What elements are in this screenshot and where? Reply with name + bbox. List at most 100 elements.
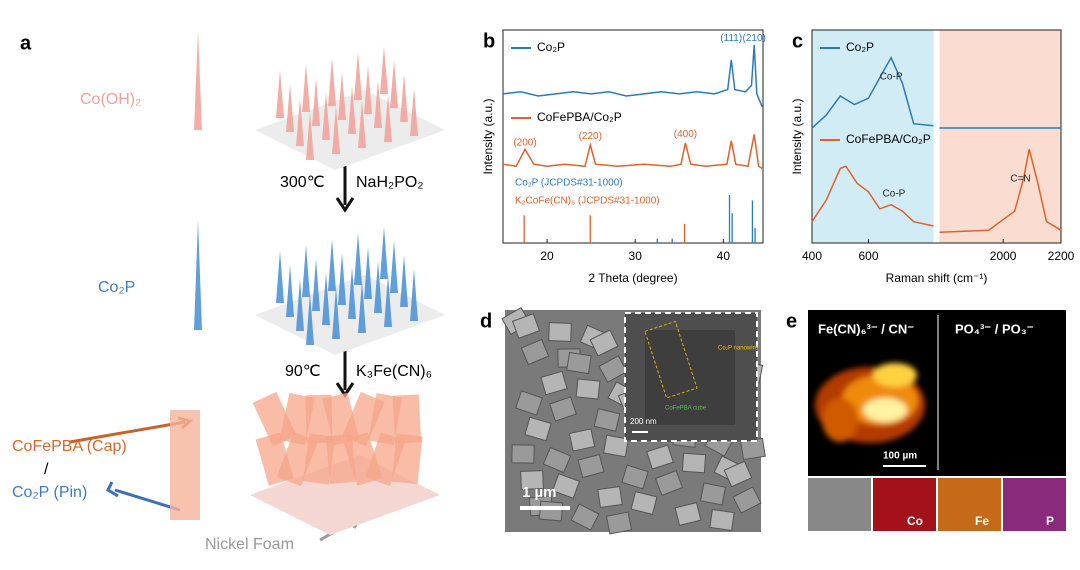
nanowire-box — [644, 320, 698, 399]
cube — [732, 486, 762, 514]
cone — [390, 60, 398, 108]
label: Co₂P — [98, 279, 135, 296]
cube — [391, 433, 423, 485]
cube — [597, 485, 623, 509]
x-tick-label: 400 — [802, 249, 822, 263]
cube — [674, 502, 702, 526]
y-axis-label: Intensity (a.u.) — [481, 98, 495, 174]
label: PO₄³⁻ / PO₃⁻ — [955, 321, 1034, 336]
panel-d: d Co₂P nanowire CoFePBA cube 200 nm 1 µm — [480, 307, 766, 535]
x-tick-label: 600 — [858, 249, 878, 263]
cone — [348, 267, 356, 319]
cone — [358, 281, 366, 333]
x-axis-label: Raman shift (cm⁻¹) — [886, 271, 988, 285]
series-line — [502, 44, 763, 107]
cone — [302, 64, 310, 112]
label: Co — [907, 514, 923, 528]
cube — [621, 464, 649, 490]
cube — [520, 338, 550, 366]
scale-text: 200 nm — [630, 417, 657, 426]
cube — [548, 322, 572, 342]
plot-frame — [811, 29, 1062, 244]
label: Co(OH)₂ — [80, 91, 141, 108]
cube — [170, 410, 200, 520]
cone — [306, 293, 314, 345]
scale-text: 100 µm — [883, 451, 917, 462]
series-line — [811, 56, 1061, 129]
cube — [392, 394, 422, 444]
cube — [551, 473, 581, 499]
annotation: (220) — [579, 131, 602, 142]
panel-letter: c — [792, 30, 803, 52]
background — [812, 30, 934, 243]
cube — [575, 378, 601, 400]
background — [939, 30, 1061, 243]
annotation: Co-P — [883, 189, 906, 200]
reference-label: K₂CoFe(CN)₆ (JCPDS#31-1000) — [515, 196, 660, 207]
cube — [538, 500, 564, 522]
cone — [384, 275, 392, 327]
cube — [276, 432, 319, 487]
cube — [511, 313, 541, 339]
cone — [384, 94, 392, 142]
cone — [390, 241, 398, 293]
cone — [194, 220, 202, 330]
cone — [296, 98, 304, 146]
cone — [338, 253, 346, 305]
panel-letter: b — [483, 30, 495, 52]
cone — [328, 239, 336, 291]
plot-frame — [502, 29, 764, 244]
cone — [302, 245, 310, 297]
cube — [549, 396, 577, 422]
arrow — [335, 160, 355, 213]
cube — [540, 370, 568, 396]
label: Fe(CN)₆³⁻ / CN⁻ — [818, 321, 914, 336]
cube — [589, 329, 619, 357]
legend-label: CoFePBA/Co₂P — [846, 132, 931, 146]
cube — [646, 444, 674, 470]
cube — [511, 444, 535, 464]
map-tile — [873, 478, 936, 531]
series-line — [811, 149, 1062, 234]
cube — [699, 482, 727, 506]
cone — [374, 80, 382, 128]
label: Co₂P nanowire — [718, 346, 759, 352]
cone — [312, 78, 320, 126]
label: Nickel Foam — [205, 536, 294, 553]
cube — [515, 390, 543, 416]
y-axis-label: Intensity (a.u.) — [790, 98, 804, 174]
panel-letter: d — [480, 310, 492, 332]
cube — [605, 511, 633, 535]
cube — [342, 391, 385, 447]
cone — [380, 46, 388, 94]
panel-a: a Co(OH)₂ 300℃ NaH₂PO₂ Co₂P 90℃ K₃Fe(CN)… — [12, 30, 445, 553]
cone — [306, 112, 314, 160]
cube — [365, 432, 406, 486]
x-tick-label: 2200 — [1048, 249, 1075, 263]
cone — [286, 84, 294, 132]
label: / — [44, 461, 49, 478]
x-tick-label: 20 — [540, 249, 554, 263]
legend-label: Co₂P — [537, 40, 565, 54]
cone — [358, 100, 366, 148]
label: Co₂P (Pin) — [12, 484, 87, 501]
cone — [276, 251, 284, 303]
legend-label: CoFePBA/Co₂P — [537, 110, 622, 124]
cube — [566, 351, 592, 375]
cube — [603, 434, 629, 458]
cone — [328, 58, 336, 106]
annotation: (200) — [513, 138, 536, 149]
x-tick-label: 30 — [629, 249, 643, 263]
annotation: (400) — [674, 129, 697, 140]
legend-label: Co₂P — [846, 40, 874, 54]
cone — [364, 66, 372, 114]
cone — [322, 92, 330, 140]
label: 90℃ — [285, 363, 321, 380]
label: P — [1046, 514, 1054, 528]
cone — [194, 30, 202, 130]
cone — [276, 70, 284, 118]
cone — [400, 74, 408, 122]
annotation: (111) — [720, 33, 742, 44]
annotation: (210) — [743, 33, 766, 44]
